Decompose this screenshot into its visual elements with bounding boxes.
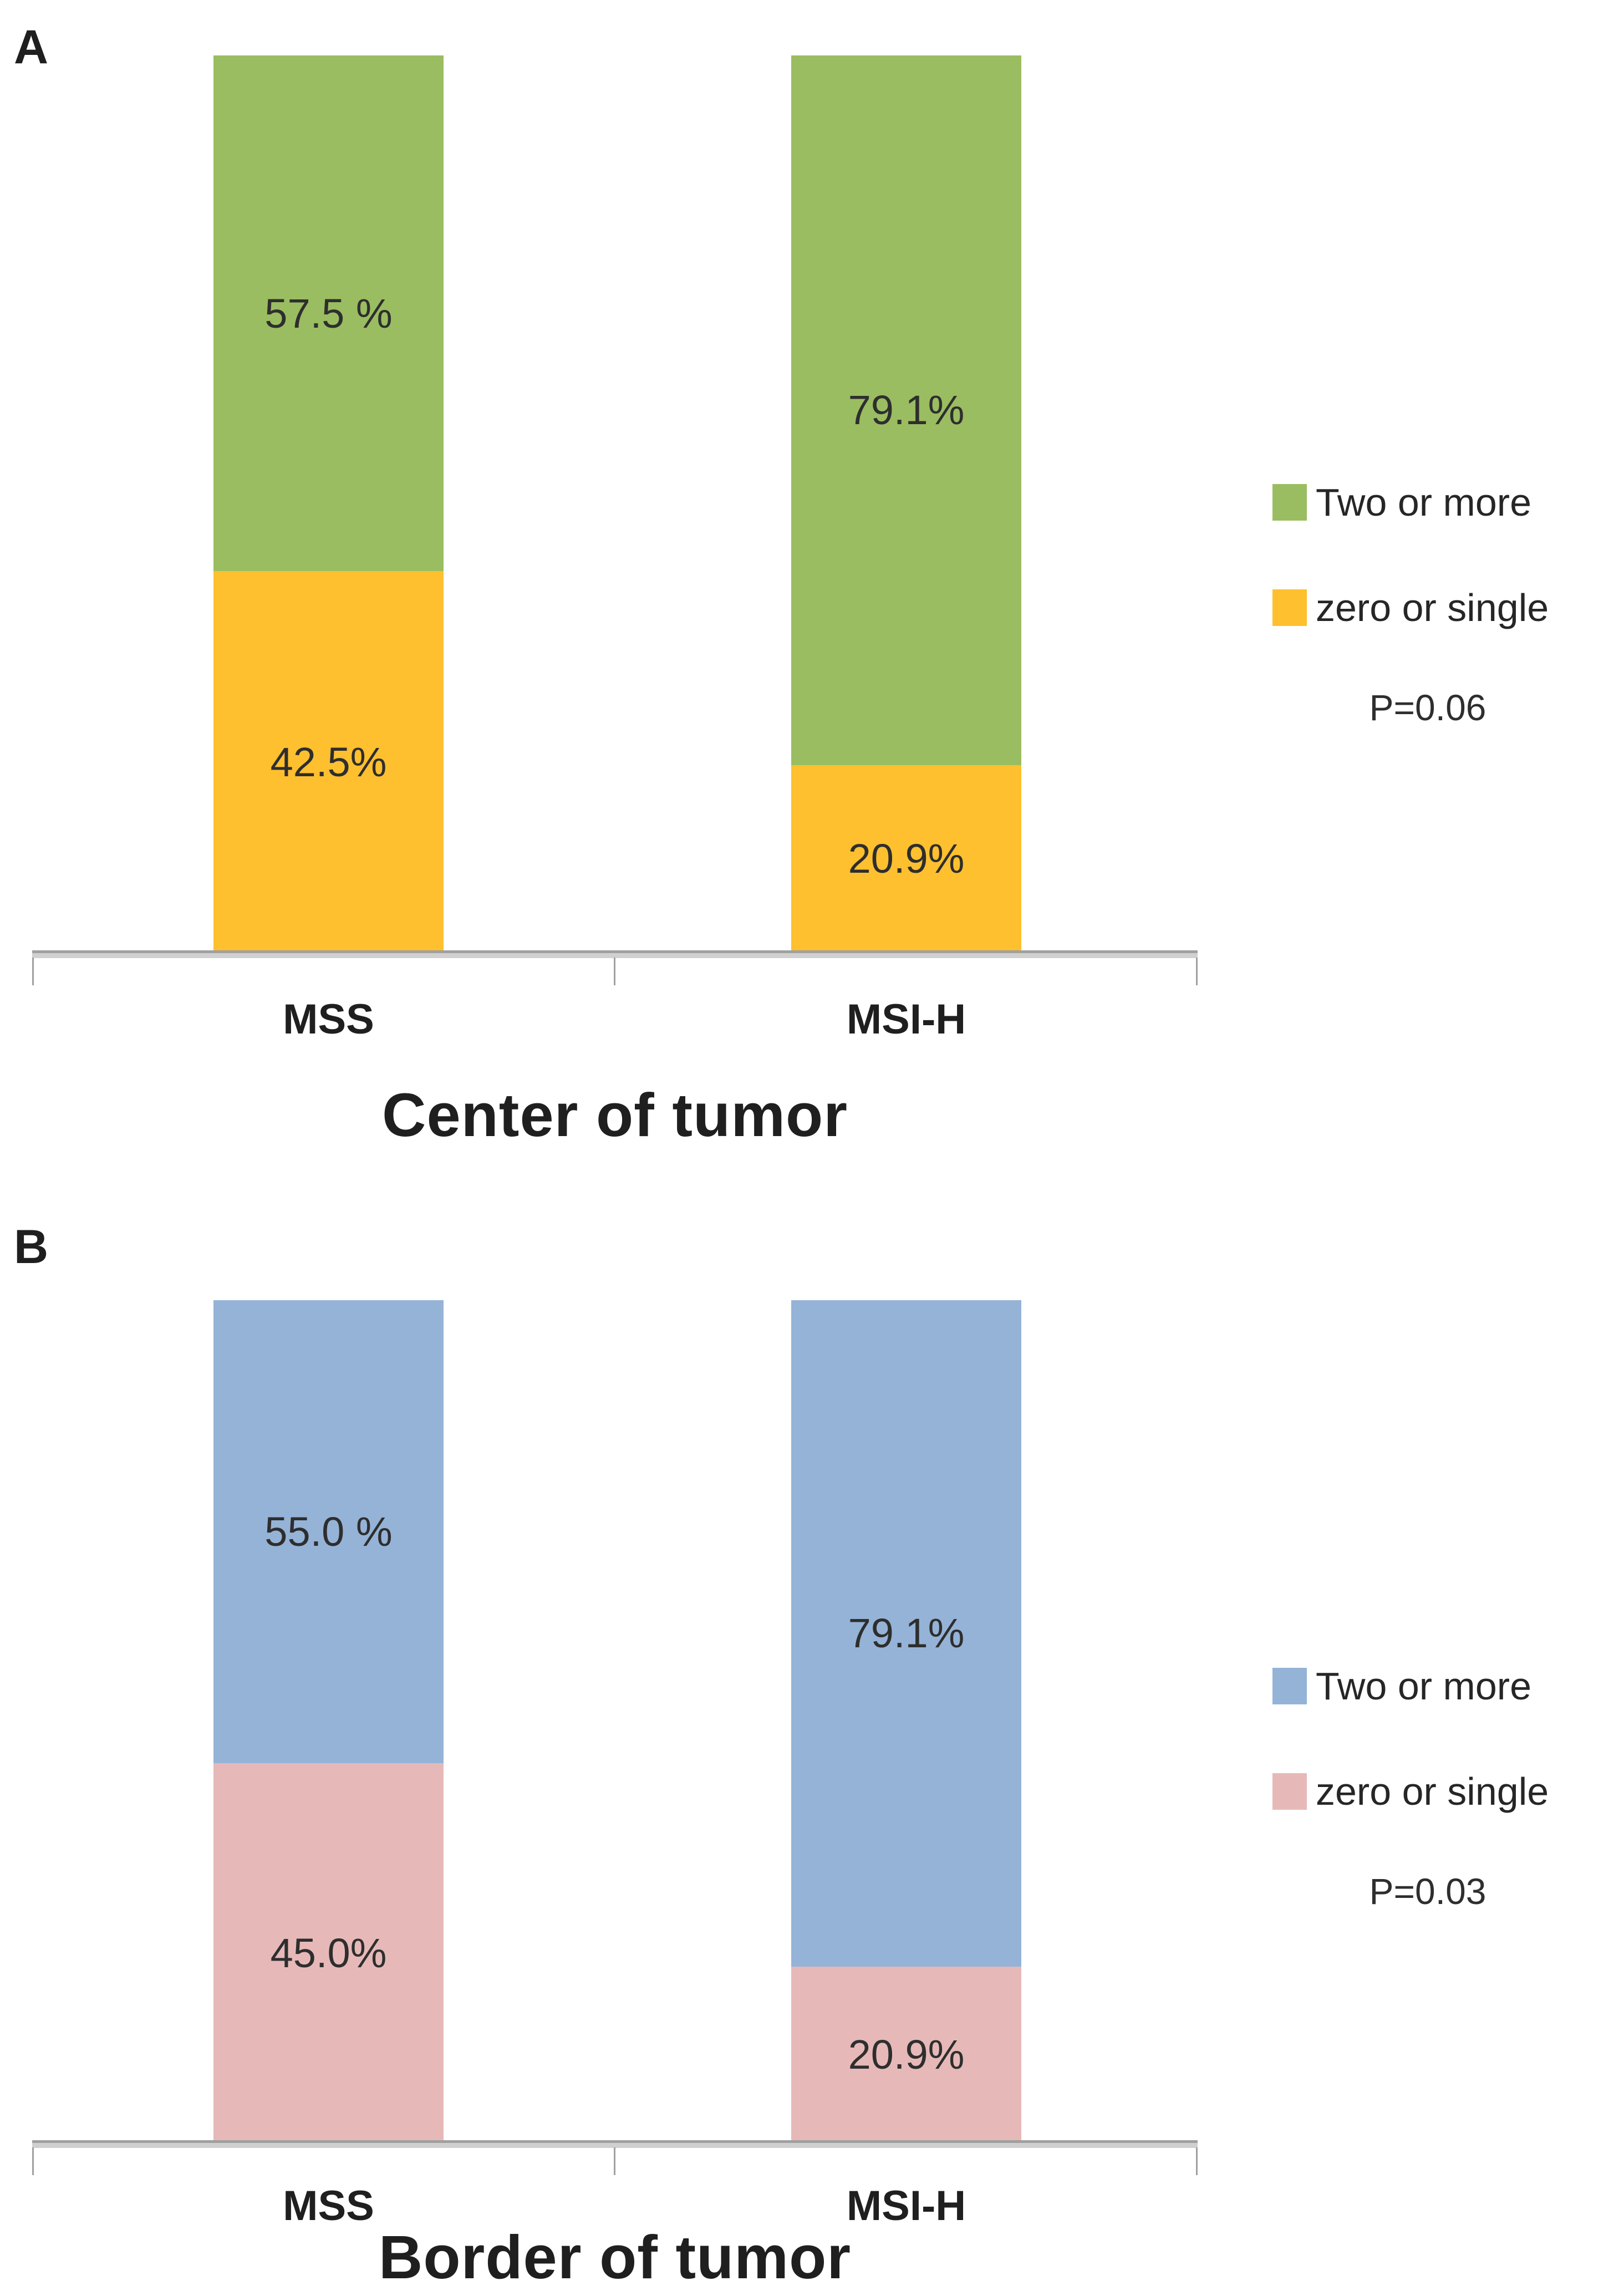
legend-label: zero or single (1316, 586, 1549, 629)
segment-value-label: 42.5% (270, 739, 387, 785)
chart-title-center-of-tumor: Center of tumor (382, 1081, 848, 1149)
bar-a-msi-h: 79.1% 20.9% (791, 55, 1021, 953)
axis-tick (1196, 2147, 1198, 2175)
legend-item-two-or-more: Two or more (1272, 476, 1583, 529)
bar-b-msi-h: 79.1% 20.9% (791, 1300, 1021, 2142)
bar-segment-zero-or-single: 20.9% (791, 1966, 1021, 2142)
legend-item-two-or-more: Two or more (1272, 1659, 1583, 1713)
segment-value-label: 55.0 % (264, 1509, 393, 1555)
panel-a-label: A (14, 21, 50, 74)
x-axis-line (32, 950, 1198, 958)
legend-item-zero-or-single: zero or single (1272, 1765, 1583, 1818)
axis-tick (614, 958, 615, 985)
axis-tick (614, 2147, 615, 2175)
segment-value-label: 57.5 % (264, 290, 393, 337)
bar-segment-zero-or-single: 20.9% (791, 765, 1021, 953)
legend-item-zero-or-single: zero or single (1272, 581, 1583, 634)
segment-value-label: 45.0% (270, 1930, 387, 1976)
segment-value-label: 20.9% (848, 836, 965, 882)
panel-b-label: B (14, 1220, 50, 1274)
segment-value-label: 79.1% (848, 1610, 965, 1657)
bar-segment-zero-or-single: 45.0% (213, 1763, 444, 2142)
category-label-mss: MSS (283, 996, 374, 1043)
bar-segment-two-or-more: 79.1% (791, 55, 1021, 765)
category-label-msi-h: MSI-H (846, 2182, 966, 2229)
p-value-panel-a: P=0.06 (1369, 687, 1486, 728)
bar-segment-two-or-more: 79.1% (791, 1300, 1021, 1967)
legend-swatch-green (1272, 484, 1307, 521)
legend-label: zero or single (1316, 1770, 1549, 1813)
segment-value-label: 79.1% (848, 387, 965, 434)
bar-b-mss: 55.0 % 45.0% (213, 1300, 444, 2142)
segment-value-label: 20.9% (848, 2031, 965, 2078)
bar-segment-two-or-more: 57.5 % (213, 55, 444, 572)
legend-panel-b: Two or more zero or single P=0.03 (1272, 1659, 1583, 1912)
p-value-panel-b: P=0.03 (1369, 1871, 1486, 1912)
axis-tick (32, 958, 34, 985)
axis-tick (1196, 958, 1198, 985)
bar-a-mss: 57.5 % 42.5% (213, 55, 444, 953)
bar-segment-zero-or-single: 42.5% (213, 571, 444, 953)
legend-swatch-blue (1272, 1668, 1307, 1704)
legend-label: Two or more (1316, 481, 1531, 524)
chart-title-border-of-tumor: Border of tumor (378, 2223, 852, 2292)
legend-panel-a: Two or more zero or single P=0.06 (1272, 476, 1583, 729)
legend-swatch-pink (1272, 1773, 1307, 1810)
bar-segment-two-or-more: 55.0 % (213, 1300, 444, 1764)
category-label-mss: MSS (283, 2182, 374, 2229)
legend-label: Two or more (1316, 1664, 1531, 1708)
axis-tick (32, 2147, 34, 2175)
legend-swatch-orange (1272, 589, 1307, 626)
x-axis-line (32, 2140, 1198, 2148)
category-label-msi-h: MSI-H (846, 996, 966, 1043)
